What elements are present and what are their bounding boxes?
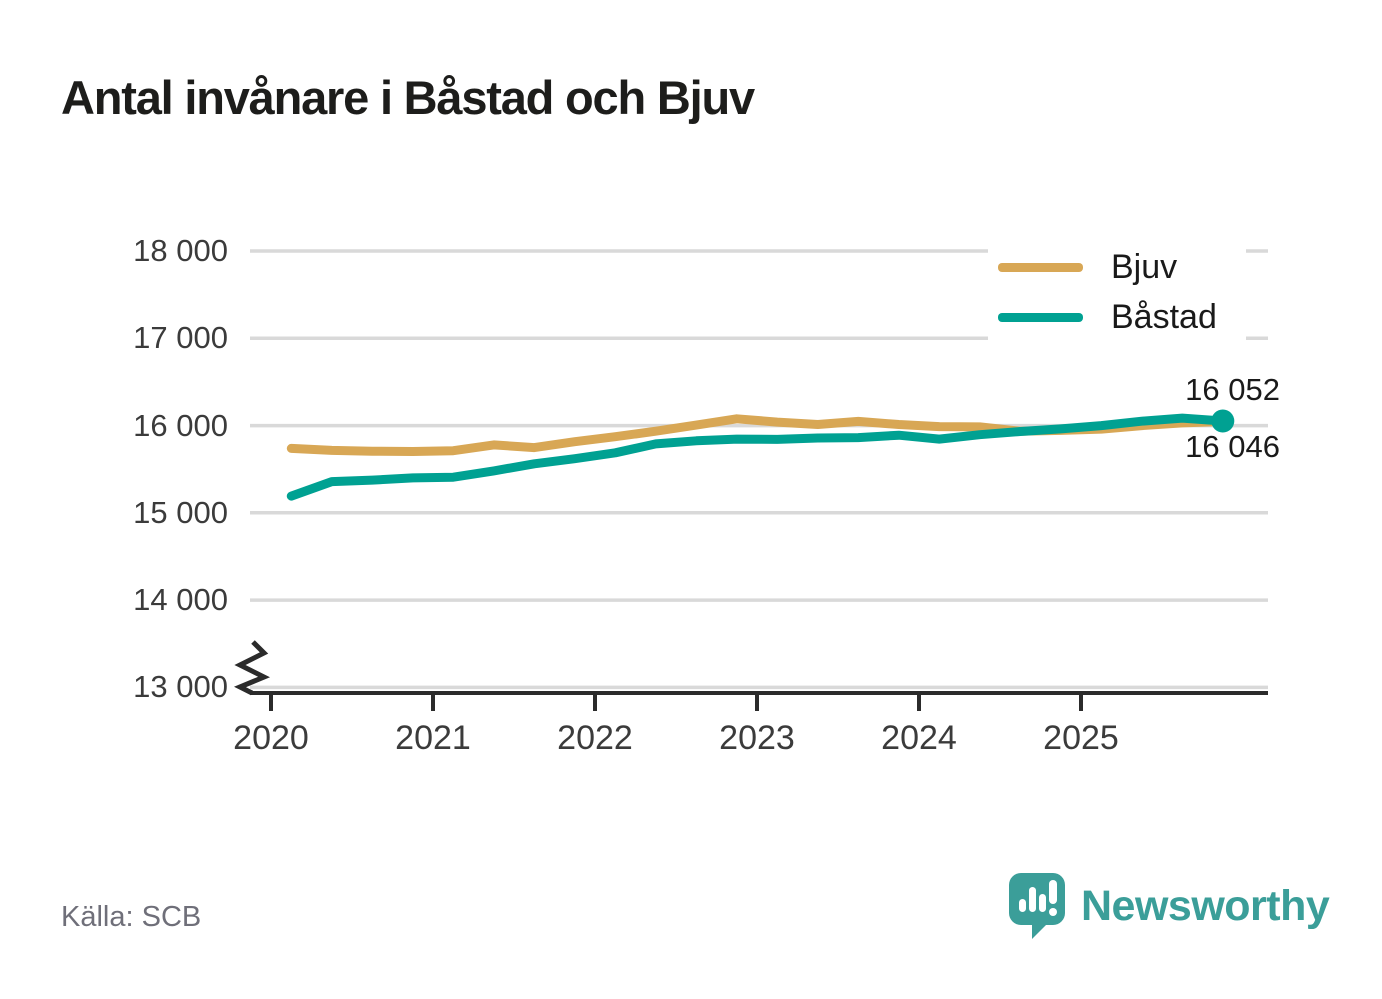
legend-item-bastad: Båstad [998,298,1246,336]
y-tick-label: 16 000 [133,408,228,443]
y-tick-label: 17 000 [133,320,228,355]
x-tick-label: 2020 [233,719,309,757]
y-tick-label: 13 000 [133,669,228,704]
legend-swatch [998,262,1083,272]
y-tick-label: 15 000 [133,495,228,530]
end-value-bastad: 16 052 [1185,372,1280,407]
legend-label: Båstad [1111,298,1217,336]
x-tick-label: 2024 [881,719,957,757]
x-tick-label: 2025 [1043,719,1119,757]
end-value-bjuv: 16 046 [1185,429,1280,464]
x-tick-label: 2023 [719,719,795,757]
x-tick-label: 2021 [395,719,471,757]
y-tick-label: 14 000 [133,582,228,617]
legend-swatch [998,312,1083,322]
end-dot-bastad [1211,409,1235,433]
newsworthy-logo: Newsworthy [1008,872,1330,940]
y-tick-label: 18 000 [133,233,228,268]
legend-item-bjuv: Bjuv [998,248,1246,286]
y-axis-break-icon [233,640,271,696]
line-bastad [286,413,1228,501]
newsworthy-speech-bubble-bar-chart-icon [1009,873,1065,939]
legend: Bjuv Båstad [988,242,1246,342]
page-title: Antal invånare i Båstad och Bjuv [61,71,755,124]
legend-label: Bjuv [1111,248,1178,286]
newsworthy-wordmark: Newsworthy [1081,881,1330,930]
x-tick-label: 2022 [557,719,633,757]
source-note: Källa: SCB [61,901,202,933]
